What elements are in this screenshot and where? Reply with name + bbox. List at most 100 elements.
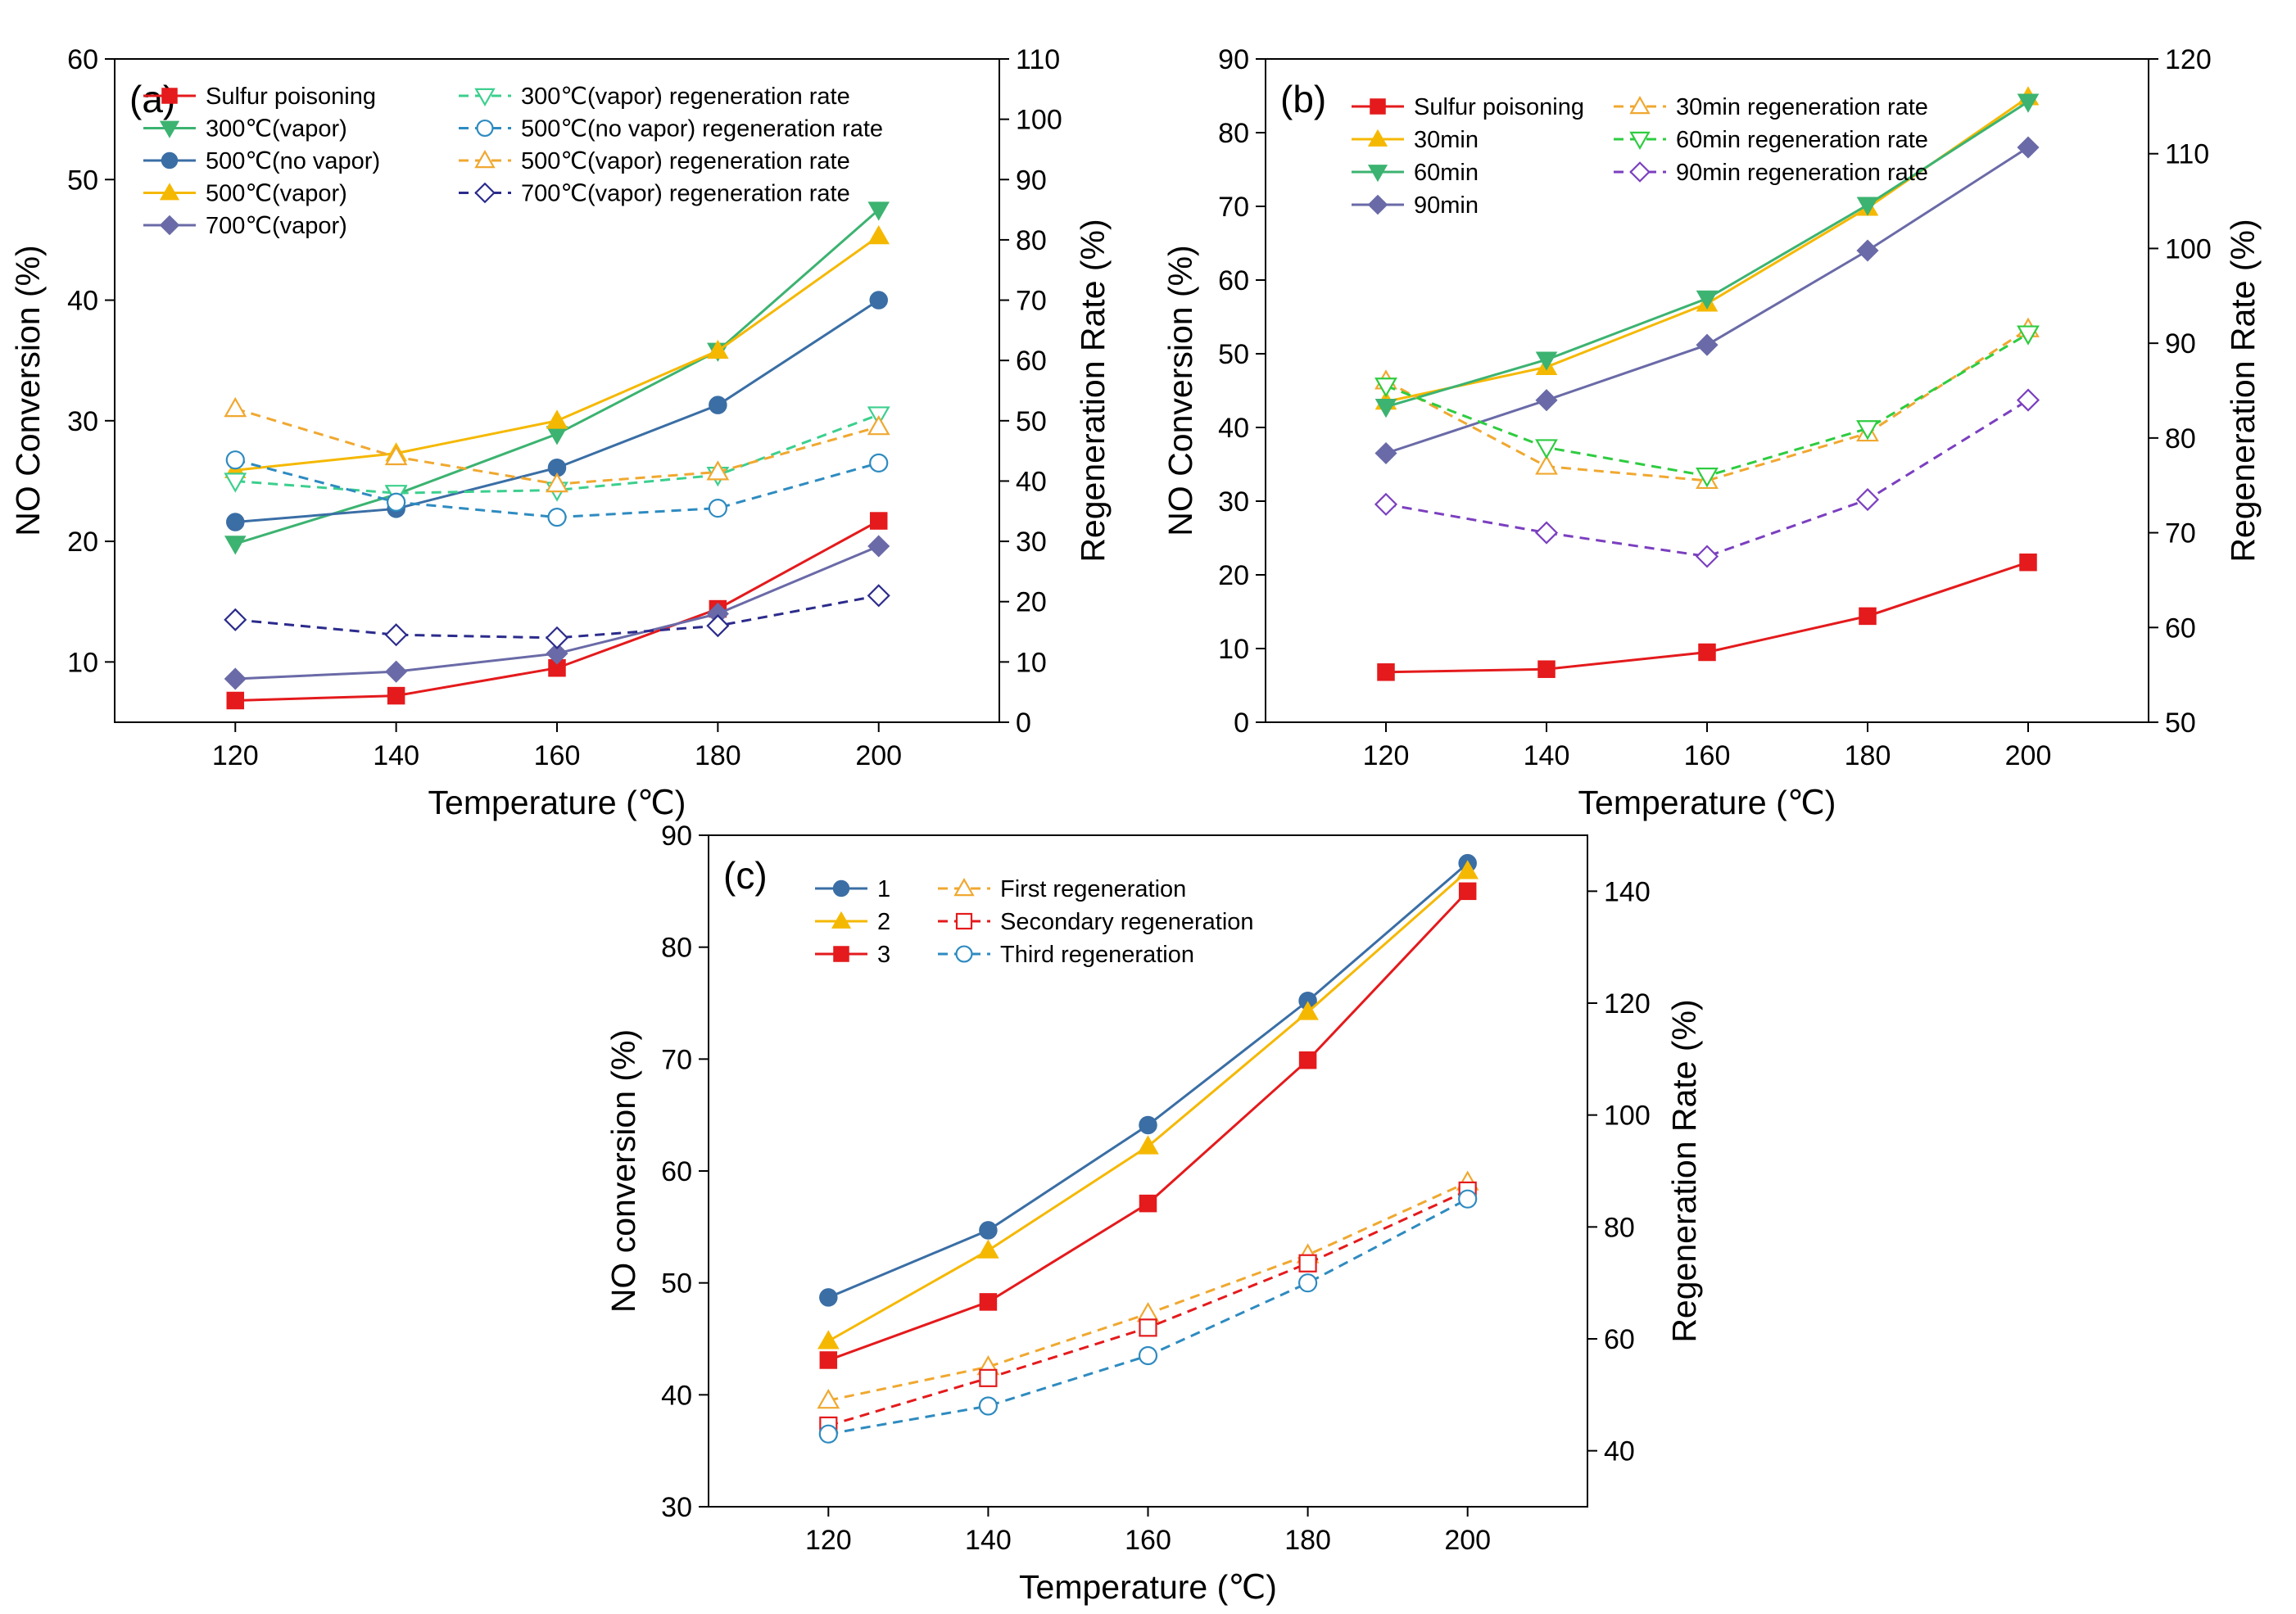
y-tick-label: 50 xyxy=(661,1268,692,1300)
data-point xyxy=(1138,1345,1158,1366)
data-point xyxy=(2019,553,2037,572)
y2-axis-title: Regeneration Rate (%) xyxy=(1074,219,1112,562)
x-tick-label: 200 xyxy=(855,740,902,771)
legend-swatch-marker xyxy=(1370,98,1386,115)
legend-swatch-marker xyxy=(476,119,494,138)
legend-swatch-marker xyxy=(1629,95,1651,115)
legend-label: 500℃(no vapor) regeneration rate xyxy=(521,116,883,142)
y2-tick-label: 100 xyxy=(1016,105,1062,136)
y2-tick-label: 20 xyxy=(1016,587,1047,618)
data-point xyxy=(818,1424,838,1444)
legend-label: 30min xyxy=(1414,127,1479,153)
panel-2: 120 140 160 180 200 0 10 20 30 40 50 60 70 80 90 50 60 70… xyxy=(1162,44,2262,821)
data-point xyxy=(1297,1001,1319,1020)
data-point xyxy=(226,513,245,531)
data-point xyxy=(224,536,247,555)
series-line xyxy=(828,1181,1469,1402)
y-axis-title: NO Conversion (%) xyxy=(1162,245,1199,536)
data-point xyxy=(817,1330,840,1350)
legend-item: 60min regeneration rate xyxy=(1614,127,1928,153)
y2-tick-label: 90 xyxy=(2165,328,2196,359)
data-point xyxy=(1377,663,1395,681)
data-point xyxy=(1374,399,1397,418)
legend-swatch-marker xyxy=(1629,161,1651,183)
data-point xyxy=(1535,439,1558,459)
data-point xyxy=(979,1221,998,1240)
legend-label: 90min regeneration rate xyxy=(1676,160,1928,186)
data-point xyxy=(1374,441,1397,465)
legend-label: 700℃(vapor) regeneration rate xyxy=(521,181,850,207)
legend-swatch-marker xyxy=(955,945,973,963)
x-tick-label: 180 xyxy=(1284,1525,1331,1556)
series-line xyxy=(1385,399,2029,558)
y2-tick-label: 110 xyxy=(1016,44,1060,75)
data-point xyxy=(1856,197,1879,216)
data-point xyxy=(225,450,245,470)
y2-axis-title: Regeneration Rate (%) xyxy=(2224,219,2262,562)
y-tick-label: 70 xyxy=(1218,192,1249,223)
y-tick-label: 60 xyxy=(67,44,98,75)
data-point xyxy=(708,498,727,518)
y2-tick-label: 60 xyxy=(2165,613,2196,644)
data-point xyxy=(387,686,405,705)
legend-label: 1 xyxy=(877,876,890,902)
series-7 xyxy=(1374,388,2040,568)
y2-tick-label: 80 xyxy=(2165,423,2196,454)
legend-label: Third regeneration xyxy=(1000,942,1194,968)
legend-item: Secondary regeneration xyxy=(938,909,1254,935)
data-point xyxy=(1534,521,1559,545)
data-point xyxy=(1297,1273,1318,1293)
y2-tick-label: 70 xyxy=(1016,286,1047,317)
data-point xyxy=(1698,643,1716,662)
y2-tick-label: 120 xyxy=(2165,44,2212,75)
panel-3: 120 140 160 180 2003040506070809040608010012… xyxy=(605,821,1703,1606)
y-tick-label: 10 xyxy=(67,647,98,678)
series-line xyxy=(1385,328,2029,482)
y2-tick-label: 0 xyxy=(1016,708,1031,739)
legend-item: Third regeneration xyxy=(938,942,1194,968)
data-point xyxy=(547,508,567,527)
y-tick-label: 70 xyxy=(661,1044,692,1075)
series-6 xyxy=(818,1189,1478,1444)
legend-label: Sulfur poisoning xyxy=(206,84,376,110)
legend-label: 300℃(vapor) xyxy=(206,116,347,142)
data-point xyxy=(709,396,727,414)
legend-label: 500℃(no vapor) xyxy=(206,148,380,174)
legend-swatch-marker xyxy=(1629,131,1651,151)
legend-item: First regeneration xyxy=(938,876,1186,902)
legend-item: Sulfur poisoning xyxy=(1352,94,1584,120)
data-point xyxy=(1456,860,1479,879)
x-tick-label: 120 xyxy=(212,740,259,771)
legend-item: 300℃(vapor) xyxy=(143,116,347,142)
series-7 xyxy=(225,450,889,527)
legend-swatch-marker xyxy=(1367,129,1388,147)
plot-frame xyxy=(708,834,1588,1508)
data-point xyxy=(1535,351,1558,371)
data-point xyxy=(1139,1318,1157,1337)
series-line xyxy=(235,594,880,640)
data-point xyxy=(867,414,890,436)
legend-swatch-marker xyxy=(161,88,178,104)
legend-item: 60min xyxy=(1352,160,1479,186)
series-1 xyxy=(1377,553,2037,681)
legend-swatch-marker xyxy=(831,911,852,929)
data-point xyxy=(387,492,406,512)
data-point xyxy=(224,608,247,631)
x-tick-label: 200 xyxy=(1444,1525,1491,1556)
data-point xyxy=(384,445,408,466)
legend-item: 1 xyxy=(815,876,890,902)
y2-axis-title: Regeneration Rate (%) xyxy=(1665,999,1703,1342)
data-point xyxy=(979,1293,998,1311)
legend-label: 500℃(vapor) xyxy=(206,181,347,207)
y2-tick-label: 60 xyxy=(1016,346,1047,377)
legend-swatch-marker xyxy=(833,946,849,962)
x-tick-label: 120 xyxy=(805,1525,852,1556)
legend-item: 90min regeneration rate xyxy=(1614,160,1928,186)
legend-swatch-marker xyxy=(474,149,496,169)
y-axis-title: NO conversion (%) xyxy=(605,1029,642,1313)
y2-tick-label: 30 xyxy=(1016,527,1047,558)
x-axis-title: Temperature (℃) xyxy=(428,784,686,821)
legend-item: 700℃(vapor) xyxy=(143,213,347,239)
legend-label: 60min regeneration rate xyxy=(1676,127,1928,153)
data-point xyxy=(869,291,888,310)
